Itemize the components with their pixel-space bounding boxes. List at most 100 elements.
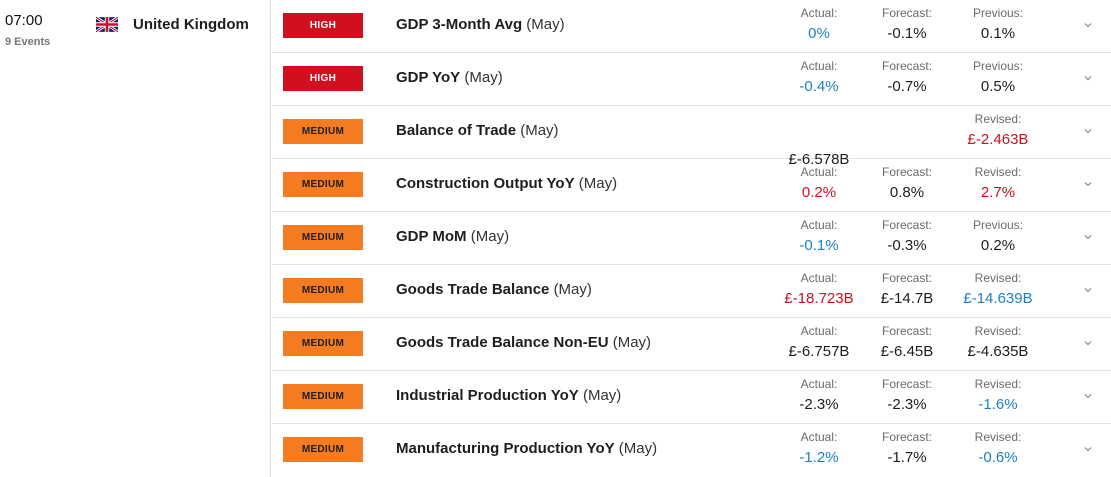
previous-value: £-14.639B: [963, 290, 1033, 307]
forecast-label: Forecast:: [881, 324, 932, 338]
event-name: Goods Trade Balance Non-EU: [396, 334, 609, 351]
event-title[interactable]: Manufacturing Production YoY (May): [396, 440, 657, 457]
time-group: 07:00 9 Events United Kingdom: [0, 0, 271, 477]
event-title[interactable]: Goods Trade Balance (May): [396, 281, 592, 298]
previous-label: Revised:: [974, 112, 1022, 126]
forecast-cell: Forecast: -0.3%: [852, 212, 962, 254]
event-row[interactable]: MEDIUM Manufacturing Production YoY (May…: [272, 424, 1111, 477]
country-name: United Kingdom: [133, 16, 249, 33]
event-title[interactable]: GDP YoY (May): [396, 69, 503, 86]
actual-cell: Actual: £-18.723B: [764, 265, 874, 307]
importance-badge: MEDIUM: [283, 119, 363, 144]
importance-badge: MEDIUM: [283, 331, 363, 356]
previous-value: -1.6%: [978, 396, 1018, 413]
event-row[interactable]: HIGH GDP YoY (May) Actual: -0.4% Forecas…: [272, 53, 1111, 106]
previous-label: Revised:: [974, 324, 1022, 338]
forecast-value: -0.7%: [887, 78, 927, 95]
chevron-down-icon[interactable]: [1083, 232, 1093, 242]
events-count: 9 Events: [5, 36, 51, 48]
importance-badge: HIGH: [283, 66, 363, 91]
actual-cell: Actual: -1.2%: [764, 424, 874, 466]
chevron-down-icon[interactable]: [1083, 444, 1093, 454]
chevron-down-icon[interactable]: [1083, 20, 1093, 30]
chevron-down-icon[interactable]: [1083, 73, 1093, 83]
previous-cell: Revised: £-2.463B: [943, 106, 1053, 148]
previous-label: Revised:: [974, 271, 1022, 285]
actual-value: £-18.723B: [784, 290, 854, 307]
chevron-down-icon[interactable]: [1083, 285, 1093, 295]
event-period: (May): [582, 387, 622, 404]
forecast-label: Forecast:: [881, 377, 932, 391]
previous-cell: Revised: 2.7%: [943, 159, 1053, 201]
event-title[interactable]: GDP 3-Month Avg (May): [396, 16, 565, 33]
actual-value: £-6.757B: [788, 343, 850, 360]
event-title[interactable]: Balance of Trade (May): [396, 122, 559, 139]
event-row[interactable]: MEDIUM GDP MoM (May) Actual: -0.1% Forec…: [272, 212, 1111, 265]
event-row[interactable]: MEDIUM Goods Trade Balance (May) Actual:…: [272, 265, 1111, 318]
event-row[interactable]: MEDIUM Industrial Production YoY (May) A…: [272, 371, 1111, 424]
forecast-label: Forecast:: [881, 271, 932, 285]
previous-cell: Revised: -1.6%: [943, 371, 1053, 413]
previous-value: £-2.463B: [967, 131, 1029, 148]
actual-value: -0.4%: [799, 78, 839, 95]
event-title[interactable]: Industrial Production YoY (May): [396, 387, 621, 404]
event-title[interactable]: Goods Trade Balance Non-EU (May): [396, 334, 651, 351]
chevron-down-icon[interactable]: [1083, 338, 1093, 348]
actual-cell: Actual: -2.3%: [764, 371, 874, 413]
chevron-down-icon[interactable]: [1083, 179, 1093, 189]
event-name: GDP YoY: [396, 69, 461, 86]
forecast-cell: Forecast: -0.1%: [852, 0, 962, 42]
actual-value: -2.3%: [799, 396, 839, 413]
actual-cell: Actual: £-6.757B: [764, 318, 874, 360]
forecast-value: 0.8%: [889, 184, 925, 201]
event-period: (May): [612, 334, 652, 351]
actual-label: Actual:: [800, 59, 838, 73]
event-title[interactable]: GDP MoM (May): [396, 228, 509, 245]
previous-value: 2.7%: [980, 184, 1016, 201]
actual-label: Actual:: [800, 271, 838, 285]
actual-label: Actual:: [800, 324, 838, 338]
event-name: GDP 3-Month Avg: [396, 16, 523, 33]
previous-label: Previous:: [972, 6, 1024, 20]
forecast-cell: Forecast: 0.8%: [852, 159, 962, 201]
event-name: Balance of Trade: [396, 122, 517, 139]
actual-value: £-6.578B: [788, 151, 850, 168]
actual-cell: Actual: -0.1%: [764, 212, 874, 254]
importance-badge: HIGH: [283, 13, 363, 38]
actual-label: Actual:: [800, 165, 838, 179]
previous-value: 0.5%: [980, 78, 1016, 95]
event-name: Goods Trade Balance: [396, 281, 550, 298]
previous-label: Revised:: [974, 430, 1022, 444]
chevron-down-icon[interactable]: [1083, 391, 1093, 401]
event-row[interactable]: MEDIUM Balance of Trade (May) £-6.578B R…: [272, 106, 1111, 168]
actual-label: Actual:: [800, 430, 838, 444]
actual-label: Actual:: [800, 377, 838, 391]
previous-label: Revised:: [974, 377, 1022, 391]
event-title[interactable]: Construction Output YoY (May): [396, 175, 617, 192]
previous-cell: Revised: £-14.639B: [943, 265, 1053, 307]
forecast-value: -2.3%: [887, 396, 927, 413]
previous-cell: Previous: 0.1%: [943, 0, 1053, 42]
previous-cell: Previous: 0.2%: [943, 212, 1053, 254]
event-period: (May): [578, 175, 618, 192]
forecast-label: Forecast:: [881, 218, 932, 232]
forecast-value: £-14.7B: [880, 290, 934, 307]
actual-value: -0.1%: [799, 237, 839, 254]
event-period: (May): [520, 122, 559, 139]
forecast-cell: Forecast: -0.7%: [852, 53, 962, 95]
event-period: (May): [553, 281, 592, 298]
previous-label: Previous:: [972, 218, 1024, 232]
previous-cell: Previous: 0.5%: [943, 53, 1053, 95]
events-list: HIGH GDP 3-Month Avg (May) Actual: 0% Fo…: [272, 0, 1111, 477]
previous-cell: Revised: £-4.635B: [943, 318, 1053, 360]
event-row[interactable]: MEDIUM Goods Trade Balance Non-EU (May) …: [272, 318, 1111, 371]
event-row[interactable]: HIGH GDP 3-Month Avg (May) Actual: 0% Fo…: [272, 0, 1111, 53]
forecast-value: -0.3%: [887, 237, 927, 254]
event-time: 07:00: [5, 12, 43, 29]
actual-cell: Actual: 0.2%: [764, 159, 874, 201]
chevron-down-icon[interactable]: [1083, 126, 1093, 136]
previous-value: 0.1%: [980, 25, 1016, 42]
event-row[interactable]: MEDIUM Construction Output YoY (May) Act…: [272, 159, 1111, 212]
event-period: (May): [618, 440, 658, 457]
actual-label: Actual:: [800, 6, 838, 20]
